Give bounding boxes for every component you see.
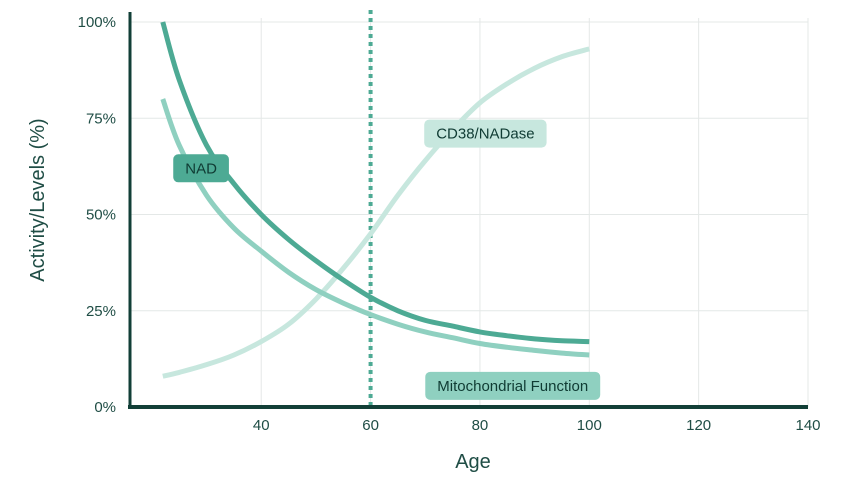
series-label-bg: [425, 371, 601, 400]
series-line-nad: [160, 21, 590, 345]
y-tick-label: 100%: [78, 14, 116, 31]
series-label-bg: [424, 119, 547, 148]
y-tick-label: 75%: [86, 110, 116, 127]
x-tick-label: 140: [795, 417, 820, 434]
series-label-mitochondrial-function: Mitochondrial Function: [425, 371, 601, 400]
series-label-cd38-nadase: CD38/NADase: [424, 119, 547, 148]
x-tick-labels: 40 60 80 100 120 140: [253, 417, 821, 434]
y-axis-title: Activity/Levels (%): [27, 118, 49, 281]
x-tick-label: 120: [686, 417, 711, 434]
x-axis-title: Age: [455, 451, 491, 473]
grid-lines: [130, 18, 809, 407]
y-tick-labels: 0% 25% 50% 75% 100%: [78, 14, 116, 416]
y-tick-label: 25%: [86, 303, 116, 320]
y-tick-label: 0%: [94, 399, 116, 416]
y-tick-label: 50%: [86, 207, 116, 224]
x-tick-label: 80: [472, 417, 489, 434]
x-tick-label: 100: [577, 417, 602, 434]
x-tick-label: 60: [362, 417, 379, 434]
series-label-nad: NAD: [173, 154, 229, 183]
series-labels: NAD CD38/NADase Mitochondrial Function: [173, 119, 601, 400]
x-tick-label: 40: [253, 417, 270, 434]
series-label-text: NAD: [185, 160, 217, 177]
axes: [128, 12, 808, 409]
series-label-text: Mitochondrial Function: [437, 378, 588, 395]
series-line-cd38-nadase: [162, 46, 590, 379]
series-label-text: CD38/NADase: [436, 126, 534, 143]
series-line-mitochondrial-function: [160, 98, 590, 358]
series-label-bg: [173, 154, 229, 183]
series-lines: [160, 21, 590, 379]
